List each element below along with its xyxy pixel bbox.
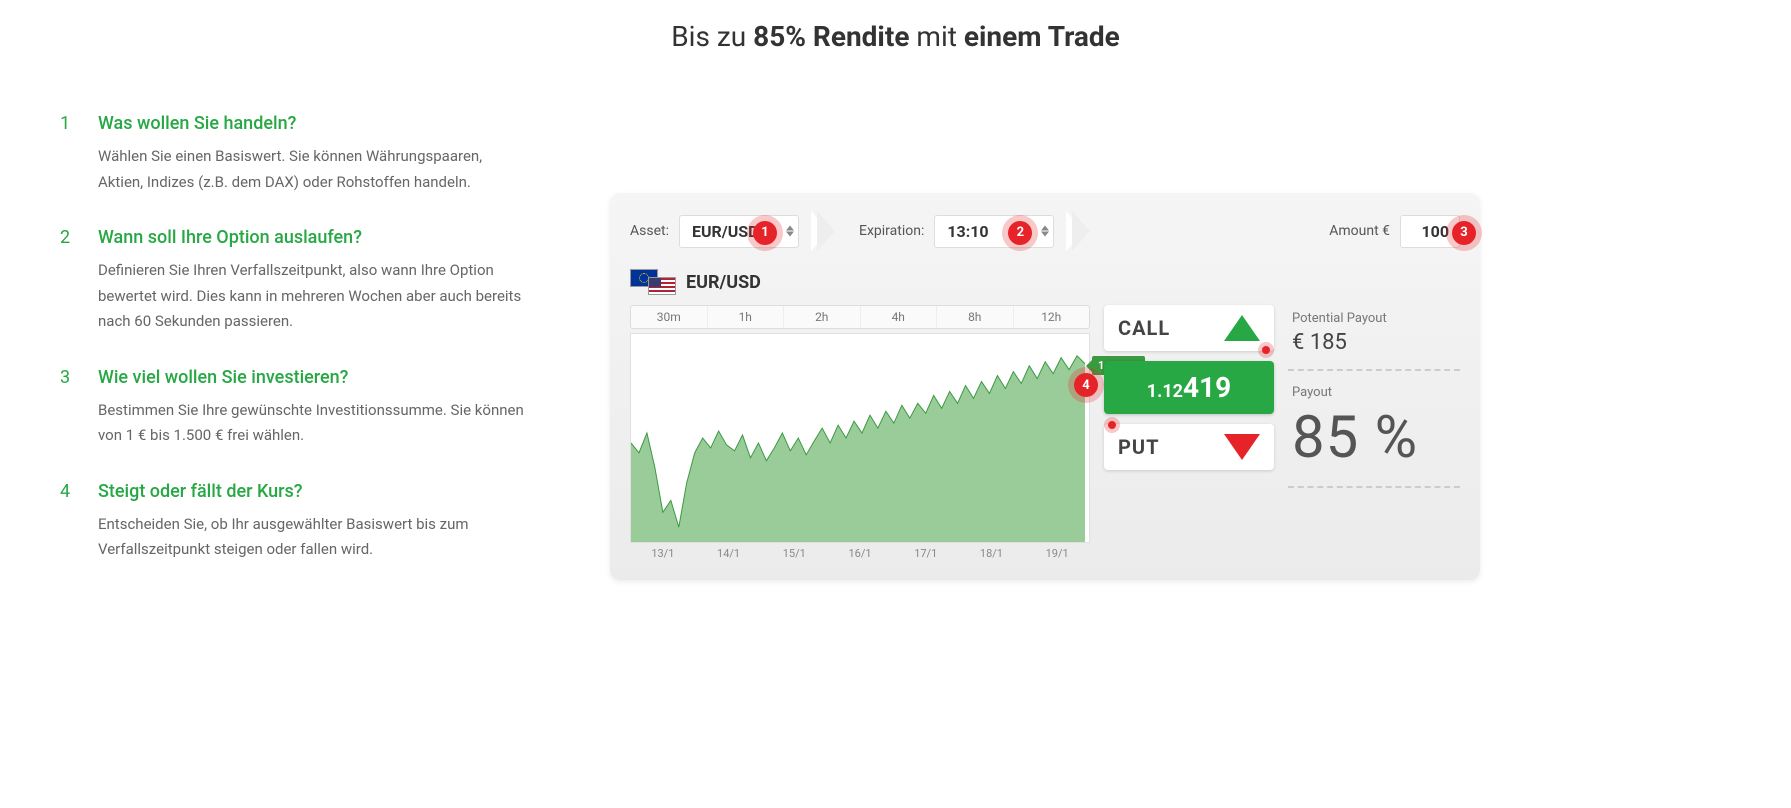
date-axis: 13/1 14/1 15/1 16/1 17/1 18/1 19/1 bbox=[630, 543, 1090, 560]
chart-svg bbox=[631, 334, 1089, 542]
asset-select[interactable]: EUR/USD bbox=[679, 215, 799, 248]
amount-value: 100 bbox=[1421, 222, 1449, 241]
chart-area: 30m 1h 2h 4h 8h 12h 1.12419 13/1 14/1 bbox=[630, 305, 1090, 560]
expiration-label: Expiration: bbox=[859, 223, 924, 239]
pair-flags-icon bbox=[630, 269, 676, 295]
asset-label: Asset: bbox=[630, 223, 669, 239]
headline-bold2: einem Trade bbox=[964, 20, 1120, 53]
put-label: PUT bbox=[1118, 435, 1159, 459]
step-desc: Wählen Sie einen Basiswert. Sie können W… bbox=[98, 144, 530, 195]
step-desc: Bestimmen Sie Ihre gewünschte Investitio… bbox=[98, 398, 530, 449]
payout-block: Payout 85 % bbox=[1288, 379, 1460, 488]
page-headline: Bis zu 85% Rendite mit einem Trade bbox=[60, 20, 1731, 53]
date-tick: 19/1 bbox=[1024, 547, 1090, 560]
amount-group: Amount € 100 3 bbox=[1329, 215, 1460, 248]
step-title: Steigt oder fällt der Kurs? bbox=[98, 481, 530, 502]
date-tick: 16/1 bbox=[827, 547, 893, 560]
badge-2: 2 bbox=[1008, 221, 1032, 245]
tf-30m[interactable]: 30m bbox=[631, 306, 708, 328]
top-controls: Asset: EUR/USD 1 Expiration: 13:10 2 bbox=[630, 211, 1460, 251]
expiration-group: Expiration: 13:10 2 bbox=[859, 215, 1054, 248]
asset-value: EUR/USD bbox=[692, 222, 759, 241]
marker-dot-icon bbox=[1262, 346, 1270, 354]
tf-8h[interactable]: 8h bbox=[937, 306, 1014, 328]
step-4: 4 Steigt oder fällt der Kurs? Entscheide… bbox=[60, 481, 530, 563]
date-tick: 18/1 bbox=[959, 547, 1025, 560]
date-tick: 14/1 bbox=[696, 547, 762, 560]
step-title: Wann soll Ihre Option auslaufen? bbox=[98, 227, 530, 248]
amount-input[interactable]: 100 bbox=[1400, 215, 1460, 248]
badge-4: 4 bbox=[1074, 373, 1098, 397]
rate-small: 1.12 bbox=[1147, 381, 1183, 402]
date-tick: 15/1 bbox=[761, 547, 827, 560]
rate-large: 419 bbox=[1183, 371, 1231, 404]
potential-payout-block: Potential Payout € 185 bbox=[1288, 305, 1460, 371]
expiration-value: 13:10 bbox=[947, 222, 988, 241]
tf-4h[interactable]: 4h bbox=[861, 306, 938, 328]
chevron-sep-icon bbox=[811, 211, 847, 251]
asset-group: Asset: EUR/USD 1 bbox=[630, 215, 799, 248]
asset-spinner[interactable] bbox=[786, 226, 794, 237]
step-desc: Entscheiden Sie, ob Ihr ausgewählter Bas… bbox=[98, 512, 530, 563]
date-tick: 17/1 bbox=[893, 547, 959, 560]
marker-dot-icon bbox=[1108, 421, 1116, 429]
headline-pre: Bis zu bbox=[671, 20, 753, 53]
price-chart: 1.12419 bbox=[630, 333, 1090, 543]
step-title: Was wollen Sie handeln? bbox=[98, 113, 530, 134]
flag-us-icon bbox=[648, 277, 676, 295]
badge-3: 3 bbox=[1452, 221, 1476, 245]
call-button[interactable]: CALL bbox=[1104, 305, 1274, 351]
amount-label: Amount € bbox=[1329, 223, 1390, 239]
step-1: 1 Was wollen Sie handeln? Wählen Sie ein… bbox=[60, 113, 530, 195]
put-button[interactable]: PUT bbox=[1104, 424, 1274, 470]
tf-12h[interactable]: 12h bbox=[1014, 306, 1090, 328]
step-2: 2 Wann soll Ihre Option auslaufen? Defin… bbox=[60, 227, 530, 335]
step-desc: Definieren Sie Ihren Verfallszeitpunkt, … bbox=[98, 258, 530, 335]
pair-row: EUR/USD bbox=[630, 269, 1460, 295]
headline-mid: mit bbox=[909, 20, 963, 53]
triangle-up-icon bbox=[1224, 315, 1260, 341]
pair-name: EUR/USD bbox=[686, 272, 761, 293]
badge-1: 1 bbox=[753, 221, 777, 245]
potential-payout-label: Potential Payout bbox=[1292, 311, 1456, 326]
payout-column: Potential Payout € 185 Payout 85 % bbox=[1288, 305, 1460, 560]
chevron-sep-icon bbox=[1066, 211, 1102, 251]
step-title: Wie viel wollen Sie investieren? bbox=[98, 367, 530, 388]
expiration-spinner[interactable] bbox=[1041, 226, 1049, 237]
step-number: 3 bbox=[60, 367, 80, 449]
payout-label: Payout bbox=[1292, 385, 1456, 400]
headline-bold1: 85% Rendite bbox=[753, 20, 909, 53]
actions-column: CALL 1.12419 4 PUT bbox=[1104, 305, 1274, 560]
payout-percent: 85 % bbox=[1292, 404, 1456, 472]
steps-column: 1 Was wollen Sie handeln? Wählen Sie ein… bbox=[60, 113, 530, 595]
tf-1h[interactable]: 1h bbox=[708, 306, 785, 328]
triangle-down-icon bbox=[1224, 434, 1260, 460]
step-number: 2 bbox=[60, 227, 80, 335]
tf-2h[interactable]: 2h bbox=[784, 306, 861, 328]
potential-payout-value: € 185 bbox=[1292, 330, 1456, 355]
call-label: CALL bbox=[1118, 316, 1170, 340]
step-number: 1 bbox=[60, 113, 80, 195]
trade-widget: Asset: EUR/USD 1 Expiration: 13:10 2 bbox=[610, 193, 1480, 580]
expiration-select[interactable]: 13:10 bbox=[934, 215, 1054, 248]
step-3: 3 Wie viel wollen Sie investieren? Besti… bbox=[60, 367, 530, 449]
date-tick: 13/1 bbox=[630, 547, 696, 560]
step-number: 4 bbox=[60, 481, 80, 563]
rate-display: 1.12419 4 bbox=[1104, 361, 1274, 414]
timeframe-row: 30m 1h 2h 4h 8h 12h bbox=[630, 305, 1090, 329]
